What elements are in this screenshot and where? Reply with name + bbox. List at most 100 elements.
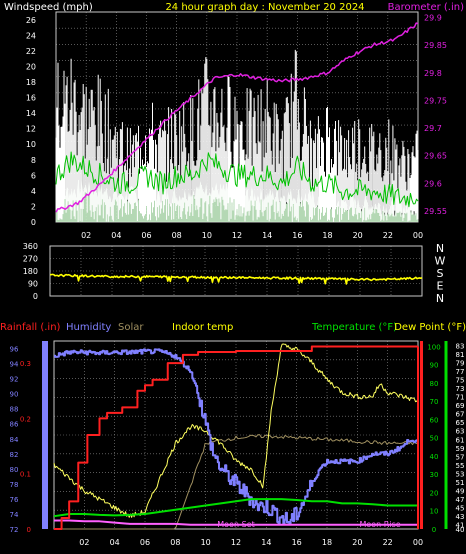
solar-tick-label: 10 [430,508,439,516]
barometer-axis-title: Barometer (.in) [388,2,464,13]
x-tick-label: 04 [111,231,121,240]
humidity-tick-label: 90 [10,391,19,399]
temperature-tick-label: 73 [456,385,465,393]
rain-tick-label: 0.1 [20,471,31,479]
x-tick-label: 22 [383,538,393,547]
x-tick-label: 20 [352,538,362,547]
rain-tick-label: 0.2 [20,415,31,423]
direction-tick-label: 270 [23,255,38,264]
x-tick-label: 02 [79,538,89,547]
solar-tick-label: 0 [432,526,436,534]
temperature-tick-label: 65 [456,419,465,427]
plot-frame [49,245,423,297]
x-tick-label: 16 [292,538,302,547]
barometer-tick-label: 29.75 [424,96,447,105]
direction-tick-label: 90 [28,280,38,289]
x-tick-label: 08 [172,231,182,240]
barometer-tick-label: 29.9 [424,14,442,23]
wind-axis-title: Windspeed (mph) [4,2,93,13]
x-tick-label: 10 [202,231,212,240]
temperature-legend: Temperature (°F) [311,322,397,333]
barometer-tick-label: 29.55 [424,207,447,216]
direction-tick-label: 180 [23,267,38,276]
x-tick-label: 00 [413,538,423,547]
x-tick-label: 08 [170,538,180,547]
solar-tick-label: 30 [430,471,439,479]
compass-label: S [437,267,444,280]
wind-tick-label: 24 [26,31,36,40]
temperature-tick-label: 83 [456,342,465,350]
solar-tick-label: 100 [427,343,440,351]
x-tick-label: 12 [231,538,241,547]
solar-tick-label: 90 [430,362,439,370]
dewpoint-line [54,519,418,526]
humidity-tick-label: 82 [10,451,19,459]
solar-tick-label: 60 [430,416,439,424]
humidity-tick-label: 94 [10,361,19,369]
temperature-tick-label: 47 [456,496,465,504]
solar-tick-label: 50 [430,435,439,443]
compass-label: N [436,292,444,305]
barometer-line [55,22,419,213]
temperature-tick-label: 55 [456,462,465,470]
temperature-tick-label: 51 [456,479,465,487]
wind-tick-label: 12 [26,125,36,134]
wind-tick-label: 4 [31,187,36,196]
x-tick-label: 06 [141,231,151,240]
wind-direction-line [49,273,423,285]
direction-grid [49,245,423,297]
barometer-tick-label: 29.7 [424,124,442,133]
barometer-tick-label: 29.85 [424,41,447,50]
rain-end-bar [420,341,423,529]
humidity-tick-label: 78 [10,481,19,489]
x-tick-label: 10 [201,538,211,547]
temperature-line [53,498,418,518]
temperature-tick-label: 41 [456,522,465,530]
x-tick-label: 14 [261,538,271,547]
rain-legend: Rainfall (.in) [0,322,61,333]
solar-tick-label: 20 [430,489,439,497]
direction-tick-label: 0 [33,292,38,301]
x-tick-label: 18 [322,538,332,547]
x-tick-label: 02 [81,231,91,240]
solar-line [54,434,419,530]
temperature-tick-label: 63 [456,428,465,436]
wind-tick-label: 20 [26,62,36,71]
humidity-line [54,348,419,526]
humidity-axis-bar [42,341,48,529]
wind-tick-label: 8 [31,156,36,165]
temperature-tick-label: 57 [456,453,465,461]
x-tick-label: 20 [353,231,363,240]
rainfall-line [54,345,418,530]
wind-tick-label: 18 [26,78,36,87]
x-tick-label: 22 [383,231,393,240]
temperature-tick-label: 40 [456,526,465,534]
wind-tick-label: 0 [31,218,36,227]
compass-label: W [435,255,446,268]
indoor-temp-line [53,343,419,518]
humidity-tick-label: 76 [10,496,19,504]
wind-tick-label: 16 [26,94,36,103]
rain-tick-label: 0 [27,526,31,534]
temperature-tick-label: 75 [456,376,465,384]
x-tick-label: 04 [110,538,120,547]
wind-speed-series [55,49,419,222]
compass-label: N [436,242,444,255]
temperature-tick-label: 43 [456,513,465,521]
chart-title: 24 hour graph day : November 20 2024 [165,2,364,13]
x-tick-label: 18 [322,231,332,240]
temperature-tick-label: 79 [456,359,465,367]
x-tick-label: 06 [140,538,150,547]
temperature-tick-label: 45 [456,505,465,513]
wind-tick-label: 2 [31,202,36,211]
humidity-tick-label: 88 [10,406,19,414]
x-tick-label: 00 [413,231,423,240]
barometer-tick-label: 29.65 [424,152,447,161]
humidity-tick-label: 74 [10,511,19,519]
temperature-tick-label: 53 [456,470,465,478]
humidity-tick-label: 92 [10,376,19,384]
wind-tick-label: 10 [26,140,36,149]
dewpoint-legend: Dew Point (°F) [394,322,466,333]
average-wind-line [55,151,419,208]
